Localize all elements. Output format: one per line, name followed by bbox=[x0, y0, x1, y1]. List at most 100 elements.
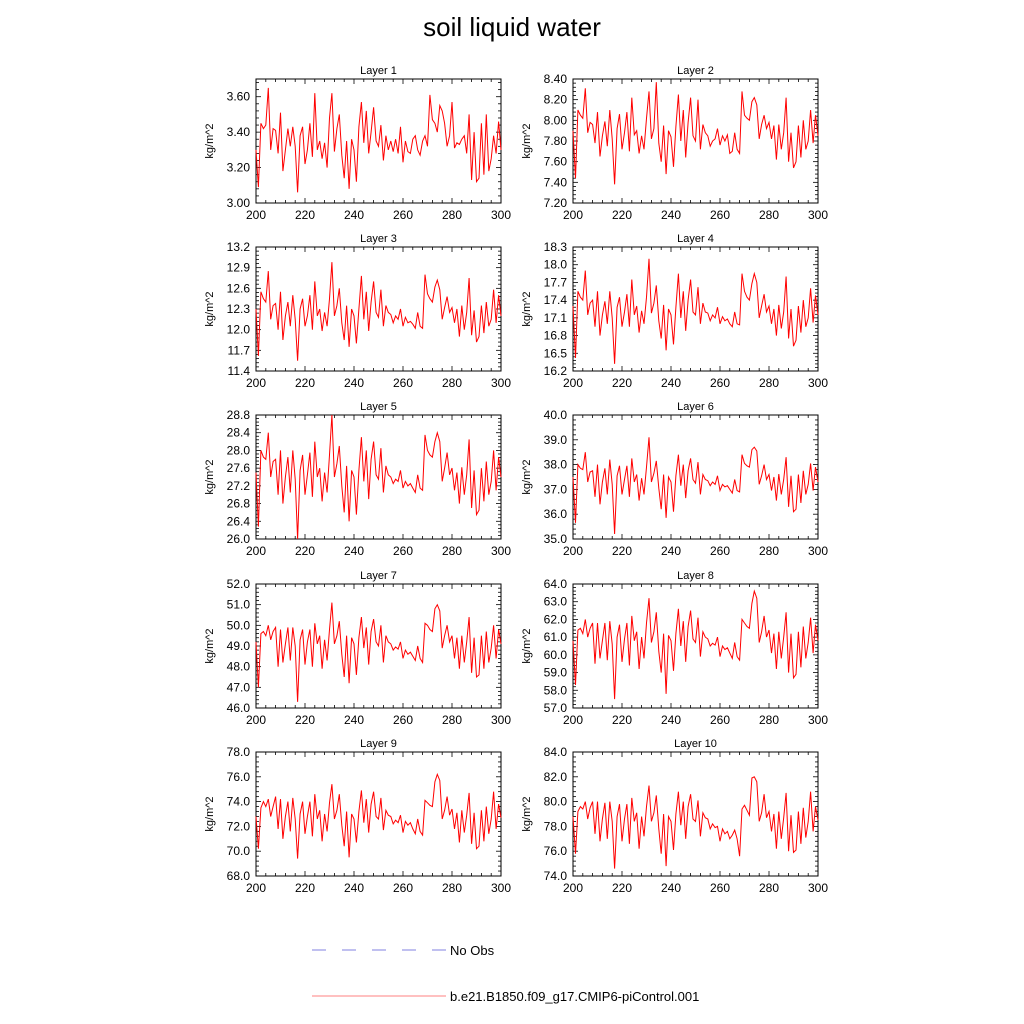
y-tick-label: 3.60 bbox=[227, 90, 251, 104]
y-tick-label: 40.0 bbox=[544, 408, 568, 422]
x-tick-label: 260 bbox=[710, 208, 730, 222]
series-line-1 bbox=[572, 437, 819, 535]
series-line-1 bbox=[255, 262, 502, 361]
plot-frame bbox=[572, 414, 819, 540]
legend: No Obs b.e21.B1850.f09_g17.CMIP6-piContr… bbox=[312, 943, 699, 1004]
legend-label-no-obs: No Obs bbox=[450, 943, 495, 958]
x-tick-label: 220 bbox=[612, 713, 632, 727]
series-line-1 bbox=[572, 258, 819, 364]
x-tick-label: 200 bbox=[563, 544, 583, 558]
y-tick-label: 18.0 bbox=[544, 258, 568, 272]
x-tick-label: 240 bbox=[344, 881, 364, 895]
x-tick-label: 300 bbox=[808, 376, 828, 390]
y-tick-label: 7.40 bbox=[544, 175, 568, 189]
y-tick-label: 74.0 bbox=[544, 869, 568, 883]
y-tick-label: 61.0 bbox=[544, 630, 568, 644]
panel-title: Layer 2 bbox=[677, 65, 714, 77]
y-tick-label: 68.0 bbox=[227, 869, 251, 883]
x-tick-label: 240 bbox=[661, 881, 681, 895]
panel-5: Layer 5 kg/m^2 200 220 240 260 280 300 26.0 26.4 2… bbox=[204, 401, 511, 558]
y-tick-label: 26.4 bbox=[227, 514, 251, 528]
x-tick-label: 300 bbox=[491, 713, 511, 727]
x-tick-label: 200 bbox=[563, 881, 583, 895]
plot-frame bbox=[572, 751, 819, 877]
x-tick-label: 240 bbox=[344, 544, 364, 558]
panel-7: Layer 7 kg/m^2 200 220 240 260 280 300 46.0 47.0 4… bbox=[204, 570, 511, 727]
x-tick-label: 220 bbox=[612, 881, 632, 895]
panel-title: Layer 7 bbox=[360, 570, 397, 582]
x-tick-label: 280 bbox=[442, 208, 462, 222]
x-tick-label: 240 bbox=[661, 713, 681, 727]
x-tick-label: 280 bbox=[442, 376, 462, 390]
y-tick-label: 64.0 bbox=[544, 577, 568, 591]
y-axis-label: kg/m^2 bbox=[204, 628, 216, 663]
y-tick-label: 16.2 bbox=[544, 364, 568, 378]
y-tick-label: 84.0 bbox=[544, 745, 568, 759]
y-axis-label: kg/m^2 bbox=[521, 796, 533, 831]
y-tick-label: 28.0 bbox=[227, 443, 251, 457]
y-axis-label: kg/m^2 bbox=[204, 123, 216, 158]
panel-1: Layer 1 kg/m^2 200 220 240 260 280 300 3.00 3.20 3… bbox=[204, 65, 511, 222]
x-tick-label: 300 bbox=[808, 208, 828, 222]
x-tick-label: 300 bbox=[491, 881, 511, 895]
y-tick-label: 11.7 bbox=[228, 343, 251, 357]
x-tick-label: 300 bbox=[491, 208, 511, 222]
figure-title: soil liquid water bbox=[423, 12, 601, 42]
x-tick-label: 220 bbox=[295, 544, 315, 558]
x-tick-label: 200 bbox=[246, 376, 266, 390]
plot-frame bbox=[255, 246, 502, 372]
y-tick-label: 7.80 bbox=[544, 134, 568, 148]
y-tick-label: 28.8 bbox=[227, 408, 251, 422]
x-tick-label: 220 bbox=[612, 376, 632, 390]
y-tick-label: 49.0 bbox=[227, 639, 251, 653]
y-tick-label: 16.5 bbox=[544, 346, 568, 360]
y-tick-label: 17.7 bbox=[544, 275, 568, 289]
x-tick-label: 260 bbox=[710, 544, 730, 558]
x-tick-label: 220 bbox=[295, 713, 315, 727]
y-tick-label: 27.6 bbox=[227, 461, 251, 475]
x-tick-label: 280 bbox=[759, 713, 779, 727]
plot-frame bbox=[572, 583, 819, 709]
series-line-1 bbox=[255, 87, 502, 193]
y-tick-label: 38.0 bbox=[544, 458, 568, 472]
panel-title: Layer 10 bbox=[674, 738, 717, 750]
y-tick-label: 8.20 bbox=[544, 93, 568, 107]
panel-title: Layer 5 bbox=[360, 401, 397, 413]
y-tick-label: 78.0 bbox=[227, 745, 251, 759]
y-tick-label: 17.1 bbox=[544, 311, 568, 325]
x-tick-label: 280 bbox=[759, 881, 779, 895]
x-tick-label: 200 bbox=[246, 881, 266, 895]
series-line-1 bbox=[572, 82, 819, 185]
panel-8: Layer 8 kg/m^2 200 220 240 260 280 300 57.0 58.0 5… bbox=[521, 570, 828, 727]
panel-title: Layer 9 bbox=[360, 738, 397, 750]
y-tick-label: 36.0 bbox=[544, 507, 568, 521]
y-tick-label: 39.0 bbox=[544, 433, 568, 447]
y-tick-label: 74.0 bbox=[227, 795, 251, 809]
x-tick-label: 260 bbox=[393, 208, 413, 222]
y-tick-label: 76.0 bbox=[544, 844, 568, 858]
x-tick-label: 260 bbox=[710, 376, 730, 390]
y-tick-label: 48.0 bbox=[227, 660, 251, 674]
panel-9: Layer 9 kg/m^2 200 220 240 260 280 300 68.0 70.0 7… bbox=[204, 738, 511, 895]
series-line-1 bbox=[572, 776, 819, 869]
y-axis-label: kg/m^2 bbox=[204, 291, 216, 326]
y-tick-label: 8.40 bbox=[544, 72, 568, 86]
panel-title: Layer 8 bbox=[677, 570, 714, 582]
x-tick-label: 280 bbox=[442, 544, 462, 558]
y-tick-label: 47.0 bbox=[227, 680, 251, 694]
y-tick-label: 18.3 bbox=[544, 240, 568, 254]
y-tick-label: 12.3 bbox=[227, 302, 251, 316]
panel-3: Layer 3 kg/m^2 200 220 240 260 280 300 11.4 11.7 1… bbox=[204, 233, 511, 390]
y-tick-label: 72.0 bbox=[227, 819, 251, 833]
series-line-1 bbox=[255, 602, 502, 702]
x-tick-label: 240 bbox=[661, 544, 681, 558]
x-tick-label: 300 bbox=[491, 544, 511, 558]
x-tick-label: 260 bbox=[710, 881, 730, 895]
series-line-1 bbox=[572, 589, 819, 700]
plot-frame bbox=[255, 751, 502, 877]
x-tick-label: 260 bbox=[393, 376, 413, 390]
y-tick-label: 13.2 bbox=[227, 240, 251, 254]
series-line-1 bbox=[255, 772, 502, 859]
y-tick-label: 12.9 bbox=[227, 261, 251, 275]
y-tick-label: 3.20 bbox=[227, 161, 251, 175]
